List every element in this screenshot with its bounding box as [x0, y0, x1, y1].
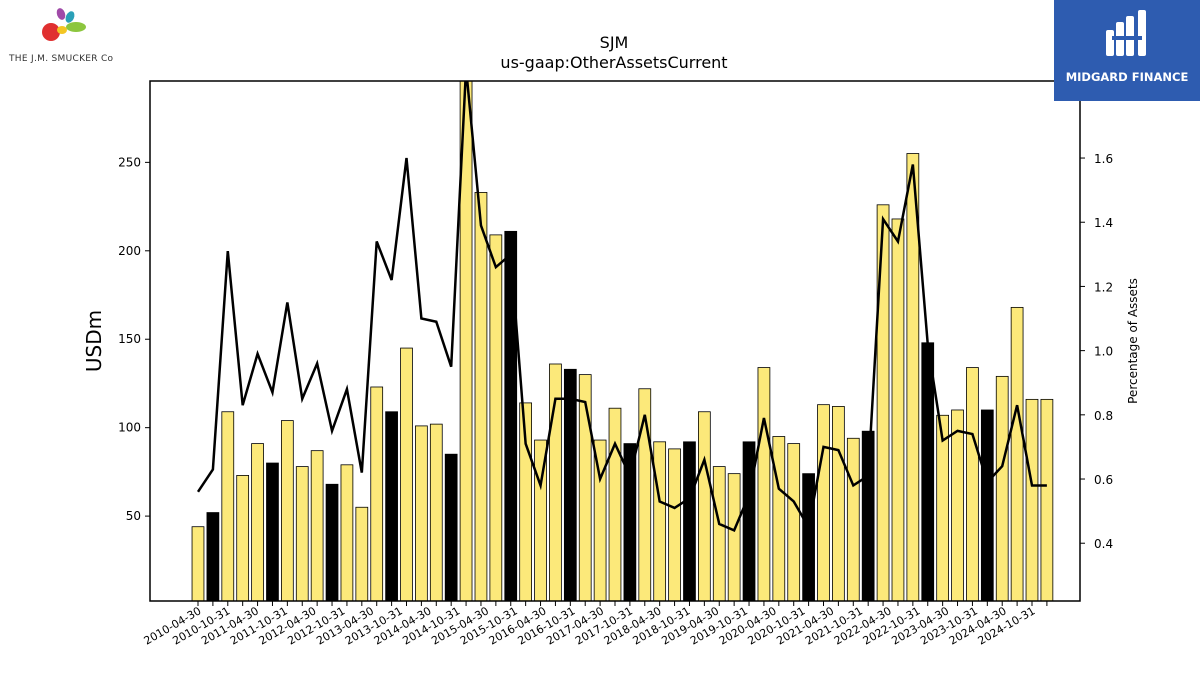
bar	[832, 406, 844, 601]
y2-tick-label: 0.8	[1094, 409, 1113, 423]
y2-tick-label: 0.6	[1094, 473, 1113, 487]
bar	[1041, 399, 1053, 601]
bar	[222, 412, 234, 601]
bar	[326, 484, 338, 601]
y-tick-label: 150	[118, 332, 141, 346]
bar	[684, 442, 696, 601]
bar	[758, 368, 770, 601]
percentage-line	[198, 68, 1047, 530]
y2-tick-label: 1.6	[1094, 152, 1113, 166]
bar	[609, 408, 621, 601]
y-axis-label: USDm	[82, 310, 106, 372]
midgard-logo-text: MIDGARD FINANCE	[1054, 70, 1200, 84]
bar	[803, 474, 815, 601]
bar	[847, 438, 859, 601]
y2-tick-label: 0.4	[1094, 537, 1113, 551]
y-tick-label: 200	[118, 244, 141, 258]
bar	[922, 343, 934, 601]
bar	[728, 474, 740, 601]
bar	[937, 415, 949, 601]
bar	[430, 424, 442, 601]
bar	[401, 348, 413, 601]
bar	[207, 513, 219, 601]
y-tick-label: 250	[118, 155, 141, 169]
bar	[564, 369, 576, 601]
bar	[356, 507, 368, 601]
bar	[192, 527, 204, 601]
bar	[490, 235, 502, 601]
y-axis-right: 0.4 0.6 0.8 1.0 1.2 1.4 1.6	[1080, 152, 1113, 551]
bar	[237, 475, 249, 601]
bar	[877, 205, 889, 601]
chart-subtitle: us-gaap:OtherAssetsCurrent	[500, 53, 727, 72]
bar	[445, 454, 457, 601]
bar	[713, 467, 725, 601]
smucker-logo-text: THE J.M. SMUCKER Co	[9, 54, 113, 64]
x-axis: 2010-04-302010-10-312011-04-302011-10-31…	[142, 601, 1047, 648]
bar	[654, 442, 666, 601]
bar	[267, 463, 279, 601]
bar	[475, 192, 487, 601]
bar	[966, 368, 978, 601]
bar	[952, 410, 964, 601]
bar	[892, 219, 904, 601]
bar	[386, 412, 398, 601]
bar	[341, 465, 353, 601]
y-axis-left: 50 100 150 200 250	[118, 155, 150, 523]
bar	[743, 442, 755, 601]
bar	[996, 376, 1008, 601]
midgard-logo-icon	[1054, 0, 1200, 70]
bar	[371, 387, 383, 601]
bar	[1011, 307, 1023, 601]
smucker-logo: THE J.M. SMUCKER Co	[4, 4, 124, 64]
y-tick-label: 100	[118, 421, 141, 435]
bar	[594, 440, 606, 601]
line-series	[198, 68, 1047, 530]
smucker-logo-icon	[4, 4, 124, 50]
bar	[252, 444, 264, 601]
bar	[698, 412, 710, 601]
y2-tick-label: 1.0	[1094, 345, 1113, 359]
bar	[818, 405, 830, 601]
y2-axis-label: Percentage of Assets	[1126, 278, 1140, 404]
bar	[296, 467, 308, 601]
bar	[773, 437, 785, 601]
bar-series	[192, 81, 1053, 601]
y2-tick-label: 1.4	[1094, 216, 1113, 230]
y2-tick-label: 1.2	[1094, 280, 1113, 294]
bar	[1026, 399, 1038, 601]
bar	[669, 449, 681, 601]
bar	[788, 444, 800, 601]
bar	[981, 410, 993, 601]
bar	[311, 451, 323, 601]
bar	[281, 421, 293, 601]
y-tick-label: 50	[126, 509, 141, 523]
bar	[505, 231, 517, 601]
midgard-finance-logo: MIDGARD FINANCE	[1054, 0, 1200, 101]
bar	[415, 426, 427, 601]
chart-title: SJM	[600, 33, 629, 52]
